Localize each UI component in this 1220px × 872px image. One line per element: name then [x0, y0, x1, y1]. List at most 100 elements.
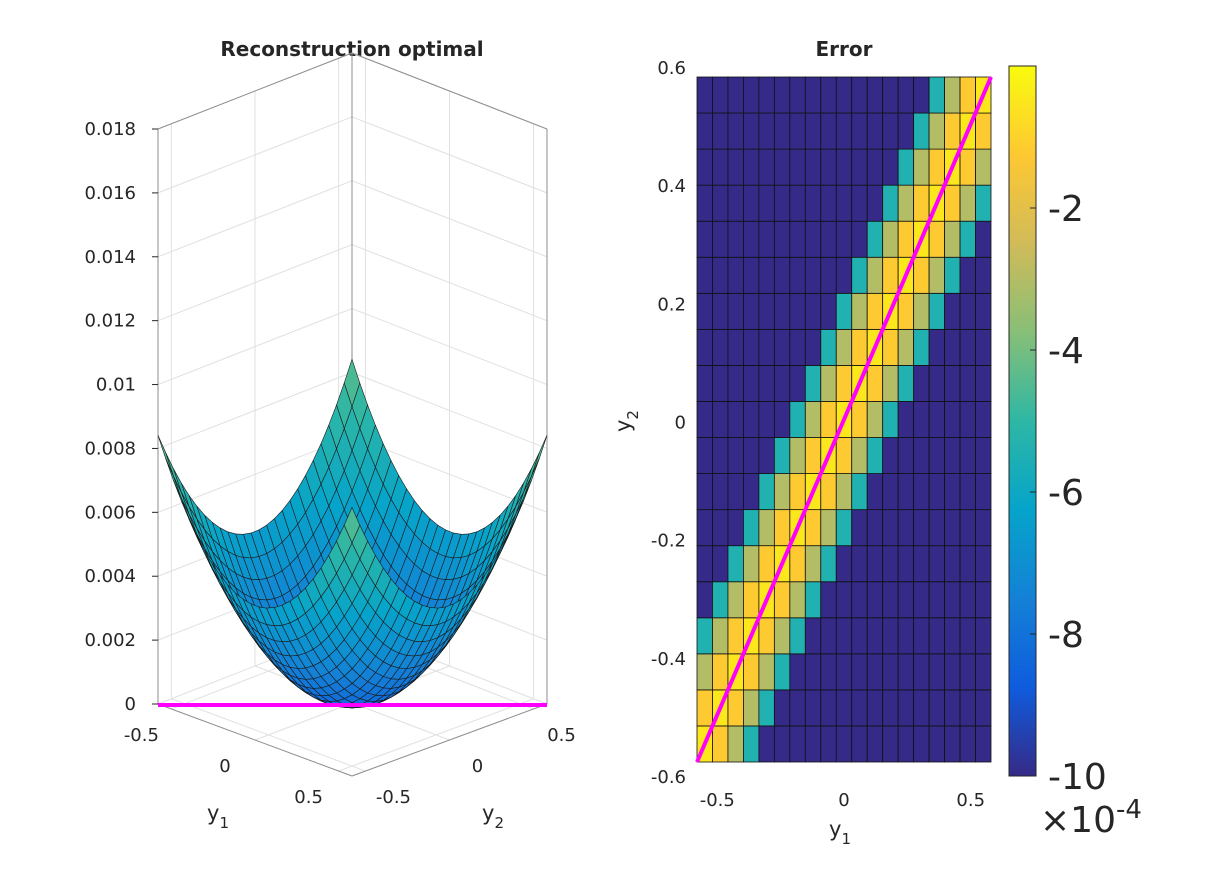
heatmap-cell	[789, 401, 806, 438]
heatmap-cell	[712, 617, 729, 655]
heatmap-cell	[743, 328, 760, 366]
heatmap-cell	[758, 112, 775, 150]
heatmap-cell	[743, 473, 760, 511]
heatmap-cell	[944, 437, 961, 474]
heatmap-cell	[712, 256, 729, 294]
colorbar: -2 -4 -6 -8 -10 ×10-4	[1008, 65, 1142, 841]
heatmap-cell	[743, 76, 760, 114]
heatmap-cell	[712, 112, 729, 150]
heatmap-cell	[866, 617, 884, 655]
heatmap-cell	[712, 220, 729, 258]
heatmap-cell	[727, 365, 744, 402]
heatmap-cell	[897, 509, 915, 547]
heatmap-cell	[789, 473, 806, 511]
heatmap-cell	[866, 148, 884, 186]
heatmap-cell	[882, 220, 899, 258]
heatmap-cell	[743, 112, 760, 150]
axis-edge	[351, 52, 548, 130]
heatmap-cell	[789, 220, 806, 258]
heatmap-cell	[913, 328, 930, 366]
heatmap-cell	[743, 581, 760, 619]
heatmap-cell	[928, 617, 945, 655]
heatmap-cell	[882, 725, 899, 763]
heatmap-cell	[758, 328, 775, 366]
heatmap-cell	[913, 545, 930, 583]
heatmap-cell	[712, 725, 729, 763]
heatmap-cell	[928, 76, 945, 114]
heatmap-cell	[913, 401, 930, 438]
heatmap-cell	[758, 256, 775, 294]
heatmap-cell	[804, 401, 822, 438]
heatmap-cell	[913, 112, 930, 150]
heatmap-cell	[820, 653, 837, 691]
surface-plot: Reconstruction optimal 00.0020.0040.0060…	[84, 37, 575, 832]
heatmap-cell	[866, 437, 884, 474]
heatmap-cell	[789, 653, 806, 691]
heatmap-cell	[851, 292, 868, 330]
heatmap-cell	[835, 365, 853, 402]
heatmap-cell	[959, 292, 976, 330]
z-tick-label: 0.004	[84, 566, 136, 587]
heatmap-cell	[882, 473, 899, 511]
heatmap-cell	[773, 365, 791, 402]
heatmap-cell	[835, 292, 853, 330]
heatmap-cell	[758, 401, 775, 438]
heatmap-cell	[866, 509, 884, 547]
heatmap-y-tick-label: 0	[675, 413, 686, 434]
heatmap-cell	[897, 545, 915, 583]
heatmap-cell	[727, 328, 744, 366]
heatmap-cell	[959, 437, 976, 474]
heatmap-cell	[743, 653, 760, 691]
heatmap-cell	[758, 76, 775, 114]
surface-y2-ticks: -0.5 0 0.5	[376, 725, 576, 808]
heatmap-cell	[866, 76, 884, 114]
heatmap-cell	[820, 473, 837, 511]
heatmap-cell	[897, 653, 915, 691]
heatmap-cell	[944, 545, 961, 583]
heatmap-cell	[835, 509, 853, 547]
heatmap-cell	[804, 509, 822, 547]
heatmap-cell	[866, 473, 884, 511]
heatmap-cell	[773, 617, 791, 655]
heatmap-cell	[743, 401, 760, 438]
heatmap-cell	[773, 473, 791, 511]
heatmap-cell	[804, 617, 822, 655]
heatmap-cell	[758, 184, 775, 222]
heatmap-cell	[820, 148, 837, 186]
heatmap-cell	[851, 112, 868, 150]
heatmap-cell	[975, 148, 992, 186]
heatmap-cell	[928, 509, 945, 547]
heatmap-cell	[820, 220, 837, 258]
heatmap-cell	[851, 617, 868, 655]
heatmap-cell	[944, 617, 961, 655]
heatmap-cell	[743, 256, 760, 294]
heatmap-cell	[866, 220, 884, 258]
heatmap-cell	[712, 473, 729, 511]
heatmap-cell	[959, 184, 976, 222]
heatmap-cell	[975, 328, 992, 366]
heatmap-cell	[959, 617, 976, 655]
heatmap-cell	[696, 545, 713, 583]
heatmap-cell	[928, 473, 945, 511]
colorbar-gradient	[1008, 65, 1037, 777]
heatmap-cell	[804, 256, 822, 294]
heatmap-cell	[743, 509, 760, 547]
heatmap-cell	[913, 617, 930, 655]
heatmap-cell	[712, 545, 729, 583]
y1-tick-label: 0.5	[294, 787, 323, 808]
heatmap-cell	[882, 509, 899, 547]
heatmap-cell	[913, 689, 930, 727]
heatmap-cell	[975, 617, 992, 655]
heatmap-cell	[743, 184, 760, 222]
heatmap-cell	[789, 292, 806, 330]
heatmap-cell	[928, 112, 945, 150]
heatmap-cell	[897, 328, 915, 366]
heatmap-cell	[928, 256, 945, 294]
heatmap-cell	[712, 509, 729, 547]
heatmap-y-tick-label: -0.4	[651, 649, 686, 670]
heatmap-cell	[758, 725, 775, 763]
diagonal-line	[695, 76, 993, 763]
heatmap-cell	[835, 581, 853, 619]
heatmap-cell	[773, 581, 791, 619]
heatmap-cell	[727, 112, 744, 150]
